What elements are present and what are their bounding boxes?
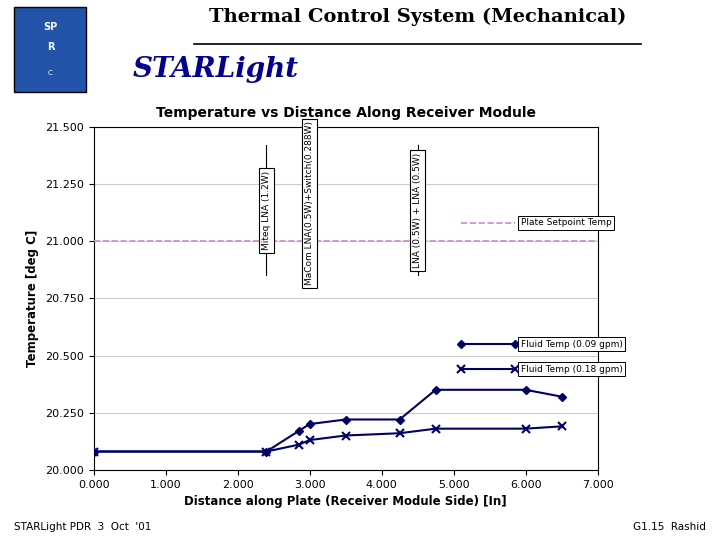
- X-axis label: Distance along Plate (Receiver Module Side) [In]: Distance along Plate (Receiver Module Si…: [184, 495, 507, 508]
- Y-axis label: Temperature [deg C]: Temperature [deg C]: [27, 230, 40, 367]
- Text: Thermal Control System (Mechanical): Thermal Control System (Mechanical): [209, 8, 626, 26]
- Text: MaCom LNA(0.5W)+Switch(0.288W): MaCom LNA(0.5W)+Switch(0.288W): [305, 122, 314, 286]
- Text: R: R: [47, 42, 54, 52]
- Text: Fluid Temp (0.18 gpm): Fluid Temp (0.18 gpm): [521, 364, 622, 374]
- Text: Miteq LNA (1.2W): Miteq LNA (1.2W): [262, 171, 271, 250]
- Text: LNA (0.5W) + LNA (0.5W): LNA (0.5W) + LNA (0.5W): [413, 153, 422, 268]
- Text: SP: SP: [43, 22, 58, 32]
- Text: G1.15  Rashid: G1.15 Rashid: [633, 522, 706, 532]
- Text: Fluid Temp (0.09 gpm): Fluid Temp (0.09 gpm): [521, 340, 622, 348]
- Text: Plate Setpoint Temp: Plate Setpoint Temp: [521, 218, 611, 227]
- Text: STARLight: STARLight: [133, 57, 299, 84]
- Title: Temperature vs Distance Along Receiver Module: Temperature vs Distance Along Receiver M…: [156, 106, 536, 120]
- Text: C: C: [48, 70, 53, 76]
- FancyBboxPatch shape: [14, 7, 86, 92]
- Text: STARLight PDR  3  Oct  '01: STARLight PDR 3 Oct '01: [14, 522, 152, 532]
